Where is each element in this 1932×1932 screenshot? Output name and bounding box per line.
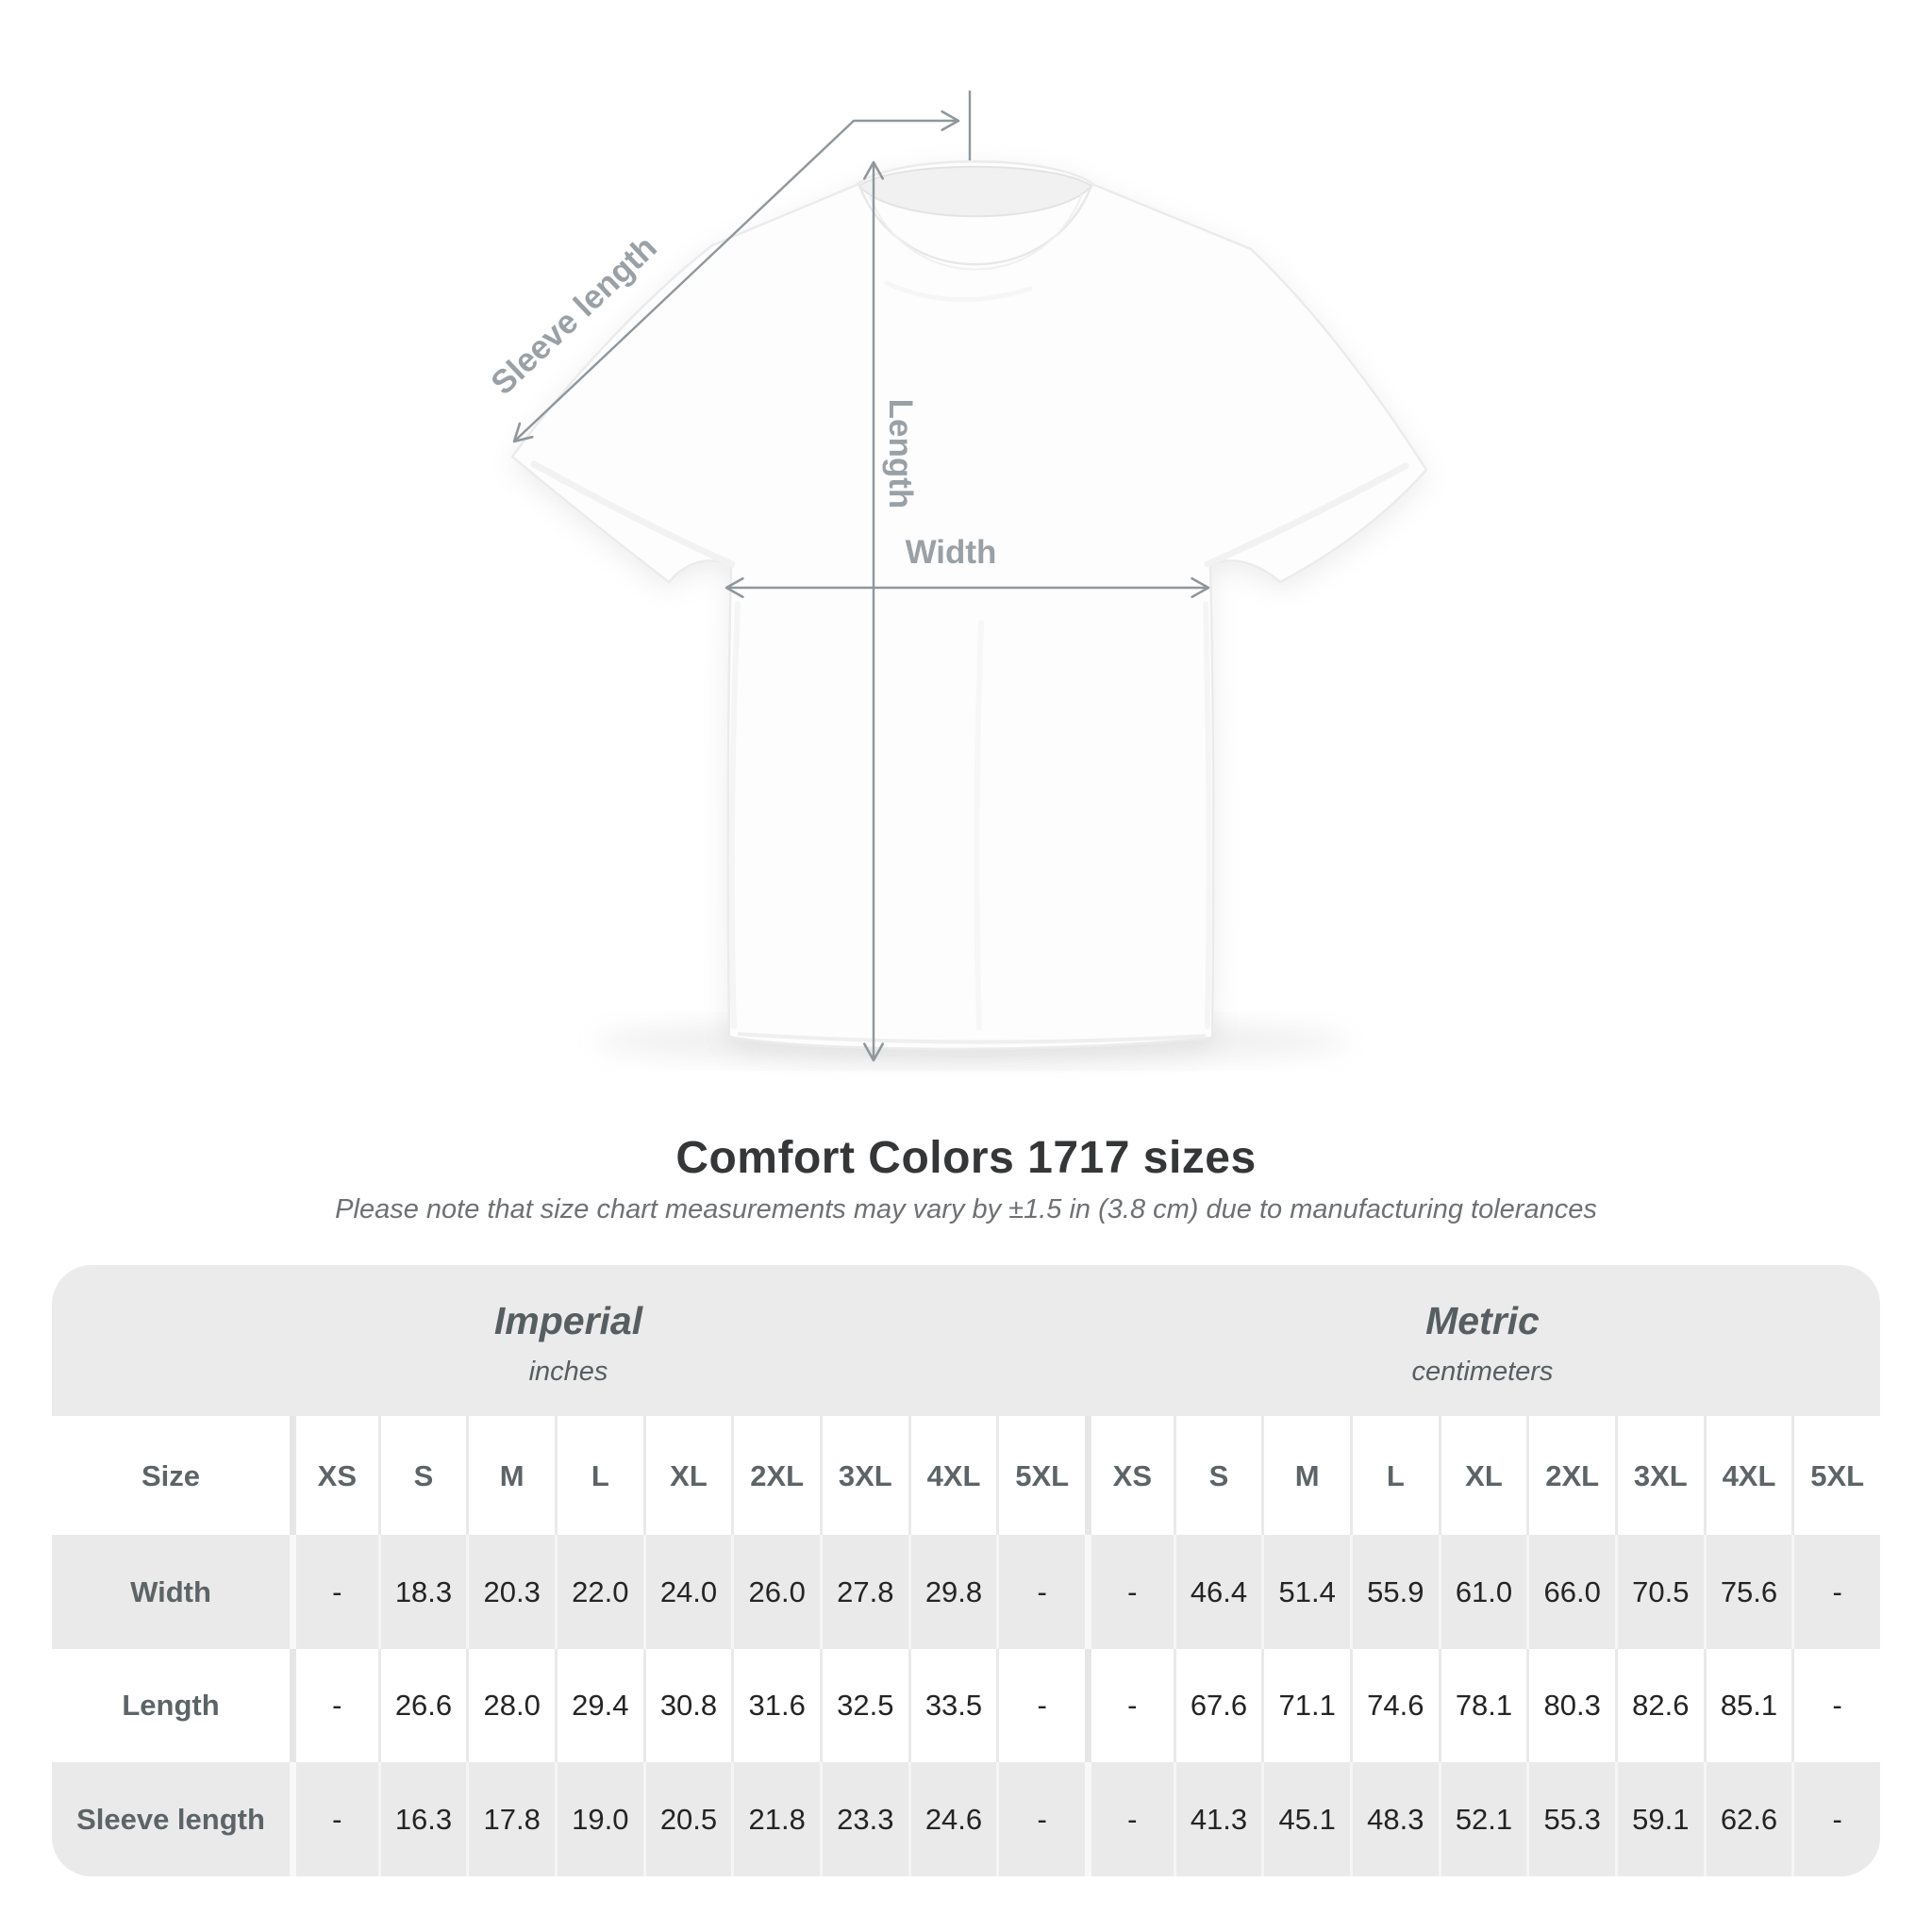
measure-label-length: Length: [882, 399, 919, 509]
table-cell: 23.3: [819, 1762, 908, 1876]
table-cell: 45.1: [1261, 1762, 1350, 1876]
table-cell: -: [996, 1648, 1085, 1763]
table-cell: 32.5: [819, 1648, 908, 1763]
row-label: Length: [52, 1648, 290, 1763]
column-header: 5XL: [1791, 1416, 1880, 1535]
table-cell: 51.4: [1261, 1535, 1350, 1649]
page-title: Comfort Colors 1717 sizes: [675, 1133, 1257, 1183]
table-cell: 55.9: [1349, 1535, 1439, 1649]
table-cell: -: [290, 1535, 378, 1649]
tshirt-illustration: [510, 160, 1428, 1051]
table-cell: 46.4: [1173, 1535, 1262, 1649]
table-cell: -: [290, 1762, 378, 1876]
size-table-grid: Imperial inches Metric centimeters Size X…: [52, 1265, 1880, 1876]
table-cell: 71.1: [1261, 1648, 1350, 1763]
table-cell: -: [1791, 1762, 1880, 1876]
table-cell: 33.5: [908, 1648, 997, 1763]
table-cell: 28.0: [466, 1648, 555, 1763]
measurement-lines: [512, 91, 1210, 1062]
metric-label: Metric: [1425, 1299, 1540, 1342]
measure-label-width: Width: [906, 534, 997, 571]
imperial-unit-label: inches: [528, 1357, 608, 1387]
column-header: L: [1349, 1416, 1439, 1535]
table-cell: 52.1: [1438, 1762, 1527, 1876]
column-header: 3XL: [819, 1416, 908, 1535]
table-cell: -: [1791, 1648, 1880, 1763]
column-header: XL: [642, 1416, 732, 1535]
imperial-header-group: Imperial inches: [52, 1265, 1085, 1416]
table-cell: 26.0: [731, 1535, 820, 1649]
table-cell: 17.8: [466, 1762, 555, 1876]
column-header: L: [554, 1416, 643, 1535]
table-cell: 70.5: [1614, 1535, 1704, 1649]
page-subtitle: Please note that size chart measurements…: [335, 1194, 1597, 1224]
column-header: M: [1261, 1416, 1350, 1535]
size-column-header: Size: [52, 1416, 290, 1535]
table-cell: 29.4: [554, 1648, 643, 1763]
table-cell: 29.8: [908, 1535, 997, 1649]
table-cell: 24.6: [908, 1762, 997, 1876]
table-cell: -: [996, 1535, 1085, 1649]
table-cell: -: [996, 1762, 1085, 1876]
table-cell: -: [1084, 1648, 1174, 1763]
table-cell: 59.1: [1614, 1762, 1704, 1876]
column-header: 2XL: [731, 1416, 820, 1535]
metric-header-group: Metric centimeters: [1085, 1265, 1880, 1416]
table-cell: 66.0: [1526, 1535, 1615, 1649]
table-cell: 20.3: [466, 1535, 555, 1649]
column-header: 2XL: [1526, 1416, 1615, 1535]
table-cell: -: [1791, 1535, 1880, 1649]
tshirt-diagram: Sleeve length Length Width: [484, 91, 1428, 1066]
table-cell: 22.0: [554, 1535, 643, 1649]
table-cell: -: [290, 1648, 378, 1763]
column-header: 4XL: [1703, 1416, 1792, 1535]
table-cell: 62.6: [1703, 1762, 1792, 1876]
table-cell: 61.0: [1438, 1535, 1527, 1649]
imperial-label: Imperial: [493, 1299, 643, 1342]
table-cell: 78.1: [1438, 1648, 1527, 1763]
table-cell: 48.3: [1349, 1762, 1439, 1876]
table-cell: 74.6: [1349, 1648, 1439, 1763]
column-header: 5XL: [996, 1416, 1085, 1535]
column-header: S: [377, 1416, 467, 1535]
size-table: Imperial inches Metric centimeters Size X…: [52, 1265, 1880, 1876]
table-cell: 85.1: [1703, 1648, 1792, 1763]
table-cell: 55.3: [1526, 1762, 1615, 1876]
table-cell: 19.0: [554, 1762, 643, 1876]
column-header: XL: [1438, 1416, 1527, 1535]
table-cell: -: [1084, 1535, 1174, 1649]
column-header: 3XL: [1614, 1416, 1704, 1535]
column-header: M: [466, 1416, 555, 1535]
table-cell: 21.8: [731, 1762, 820, 1876]
column-header: 4XL: [908, 1416, 997, 1535]
row-label: Width: [52, 1535, 290, 1649]
table-cell: 75.6: [1703, 1535, 1792, 1649]
table-cell: 26.6: [377, 1648, 467, 1763]
table-cell: 27.8: [819, 1535, 908, 1649]
metric-unit-label: centimeters: [1411, 1357, 1554, 1387]
table-cell: 67.6: [1173, 1648, 1262, 1763]
table-cell: 82.6: [1614, 1648, 1704, 1763]
table-cell: 24.0: [642, 1535, 732, 1649]
column-header: XS: [290, 1416, 378, 1535]
column-header: XS: [1084, 1416, 1174, 1535]
table-cell: 41.3: [1173, 1762, 1262, 1876]
column-header: S: [1173, 1416, 1262, 1535]
table-cell: -: [1084, 1762, 1174, 1876]
table-cell: 30.8: [642, 1648, 732, 1763]
table-cell: 80.3: [1526, 1648, 1615, 1763]
row-label: Sleeve length: [52, 1762, 290, 1876]
table-cell: 18.3: [377, 1535, 467, 1649]
sleeve-length-arrow: [512, 109, 960, 443]
table-cell: 16.3: [377, 1762, 467, 1876]
table-cell: 20.5: [642, 1762, 732, 1876]
table-cell: 31.6: [731, 1648, 820, 1763]
